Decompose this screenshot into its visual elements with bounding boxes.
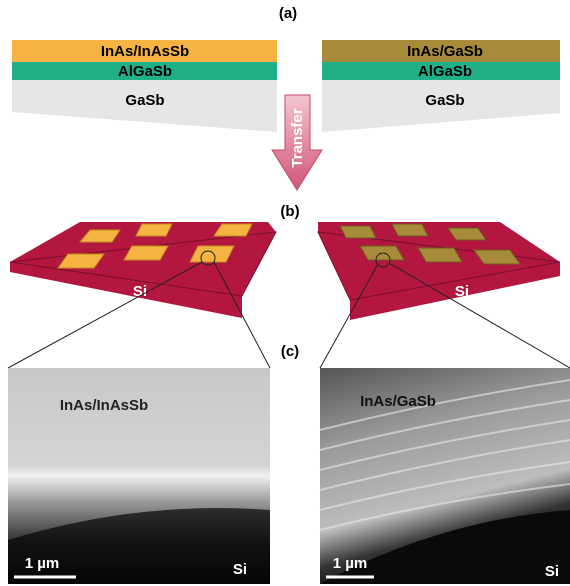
- sem-label: InAs/GaSb: [360, 393, 436, 410]
- sem-substrate: [320, 510, 570, 584]
- zoom-circle: [375, 252, 391, 268]
- scale-label: 1 µm: [333, 555, 368, 572]
- sem-substrate: [8, 508, 270, 584]
- substrate-label: Si: [455, 283, 469, 300]
- panel-label: (a): [279, 5, 297, 22]
- layer: [322, 40, 560, 62]
- layer: [322, 80, 560, 132]
- layer: [12, 80, 277, 132]
- sem-streaks: [319, 379, 570, 531]
- layer-label: InAs/GaSb: [407, 43, 483, 60]
- sem-substrate-label: Si: [233, 561, 247, 578]
- zoom-lines: [7, 261, 570, 369]
- layer-label: AlGaSb: [118, 63, 172, 80]
- layer-label: AlGaSb: [418, 63, 472, 80]
- layer-label: GaSb: [125, 92, 164, 109]
- panel-label: (c): [281, 343, 299, 360]
- arrow-label: Transfer: [289, 108, 306, 167]
- layer: [12, 40, 277, 62]
- substrate-edge: [317, 231, 561, 301]
- sem-substrate-label: Si: [545, 563, 559, 580]
- layer: [12, 62, 277, 80]
- pads: [339, 223, 521, 265]
- layer-label: InAs/InAsSb: [101, 43, 189, 60]
- substrate-label: Si: [133, 283, 147, 300]
- layer: [322, 62, 560, 80]
- scale-label: 1 µm: [25, 555, 60, 572]
- panel-label: (b): [280, 203, 299, 220]
- zoom-circle: [200, 250, 216, 266]
- pads: [57, 223, 253, 269]
- layer-label: GaSb: [425, 92, 464, 109]
- transfer-arrow: [271, 94, 323, 191]
- sem-label: InAs/InAsSb: [60, 397, 148, 414]
